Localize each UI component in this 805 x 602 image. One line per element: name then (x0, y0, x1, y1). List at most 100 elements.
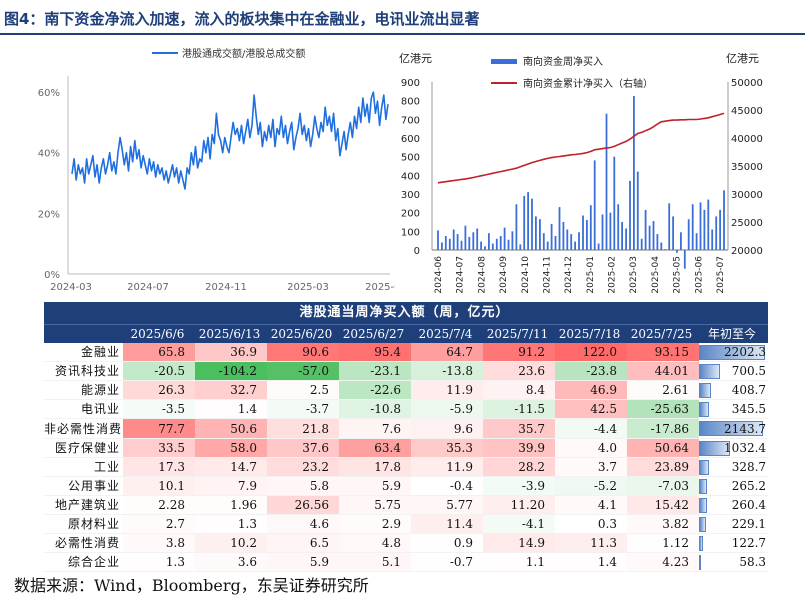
weekly-net-buy-bar (676, 250, 678, 253)
table-cell: 17.3 (123, 457, 195, 477)
table-cell: 6.5 (267, 533, 339, 553)
table-cell: 0.3 (555, 514, 627, 534)
weekly-net-buy-bar (613, 156, 616, 250)
table-row: 非必需性消费 77.7 50.6 21.8 7.6 9.6 35.7 -4.4 -17.86 21… (44, 418, 769, 439)
x-tick-label: 2024-07 (456, 256, 466, 294)
weekly-net-buy-bar (687, 219, 690, 250)
weekly-net-buy-bar (644, 209, 647, 250)
weekly-net-buy-bar (699, 202, 702, 250)
table-cell: 1.12 (627, 533, 699, 553)
ytd-cell: 1032.4 (699, 438, 768, 457)
table-cell: 8.4 (483, 380, 555, 400)
weekly-net-buy-bar (695, 233, 698, 250)
table-cell: -4.1 (483, 514, 555, 534)
weekly-net-buy-bar (456, 234, 459, 250)
weekly-net-buy-bar (617, 204, 620, 250)
weekly-net-buy-bar (707, 199, 710, 250)
weekly-net-buy-bar (723, 190, 725, 250)
weekly-net-buy-bar (703, 209, 706, 250)
left-tick-label: 600 (401, 134, 420, 145)
x-tick-label: 2025-03 (287, 282, 329, 293)
ytd-cell: 408.7 (699, 381, 768, 400)
left-tick-label: 0 (414, 246, 420, 257)
table-cell: 1.3 (123, 552, 195, 572)
weekly-net-buy-bar (499, 236, 502, 250)
table-cell: 1.3 (195, 514, 267, 534)
x-tick-label: 2024-03 (50, 282, 92, 293)
source-note: 数据来源：Wind，Bloomberg，东吴证券研究所 (14, 576, 369, 595)
weekly-net-buy-bar (609, 212, 612, 250)
weekly-net-buy-bar (664, 249, 667, 250)
table-cell: 5.8 (267, 476, 339, 496)
table-cell: 11.20 (483, 495, 555, 515)
table-cell: 26.3 (123, 380, 195, 400)
table-cell: -22.6 (339, 380, 411, 400)
table-cell: -17.86 (627, 418, 699, 439)
x-tick-label: 2025-01 (586, 256, 596, 294)
row-label: 综合企业 (67, 555, 120, 570)
weekly-net-buy-bar (672, 216, 674, 250)
weekly-net-buy-bar (448, 238, 451, 250)
table-cell: -0.4 (411, 476, 483, 496)
table-cell: 2.28 (123, 495, 195, 515)
weekly-net-buy-bar (507, 239, 510, 250)
table-cell: 11.9 (411, 380, 483, 400)
legend-label: 港股通成交额/港股总成交额 (182, 47, 305, 60)
table-row: 医疗保健业 33.5 58.0 37.6 63.4 35.3 39.9 4.0 50.64 103… (44, 438, 769, 458)
x-tick-label: 2024-11 (543, 256, 553, 294)
table-cell: 5.9 (267, 552, 339, 572)
ytd-value: 229.1 (731, 516, 767, 531)
ytd-data-bar (699, 536, 703, 552)
weekly-net-buy-bar (715, 216, 718, 250)
table-cell: -25.63 (627, 399, 699, 419)
weekly-net-buy-bar (625, 228, 627, 250)
table-cell: 32.7 (195, 380, 267, 400)
ytd-value: 122.7 (731, 536, 767, 551)
x-tick-label: 2024-10 (521, 256, 531, 294)
x-tick-label: 2024-09 (499, 256, 509, 294)
table-cell: 14.9 (483, 533, 555, 553)
ytd-data-bar (699, 459, 709, 475)
table-cell: 4.8 (339, 533, 411, 553)
weekly-net-buy-bar (566, 229, 569, 250)
right-tick-label: 50000 (731, 78, 763, 89)
ytd-data-bar (699, 497, 707, 513)
table-cell: 1.96 (195, 495, 267, 515)
table-row: 公用事业 10.1 7.9 5.8 5.9 -0.4 -3.9 -5.2 -7.03 265.2 (44, 476, 769, 496)
weekly-net-buy-bar (523, 195, 526, 250)
row-label: 原材料业 (67, 516, 120, 531)
table-row: 必需性消费 3.8 10.2 6.5 4.8 0.9 14.9 11.3 1.12 122.7 (44, 533, 769, 553)
weekly-net-buy-bar (495, 238, 498, 250)
table-cell: -3.7 (267, 399, 339, 419)
weekly-net-buy-bar (491, 243, 494, 250)
table-cell: -23.8 (555, 361, 627, 381)
ytd-data-bar (699, 421, 764, 437)
table-cell: 5.77 (411, 495, 483, 515)
table-row: 资讯科技业 -20.5 -104.2 -57.0 -23.1 -13.8 23.6 -23.8… (44, 361, 769, 381)
table-cell: 91.2 (483, 343, 555, 362)
right-tick-label: 20000 (731, 246, 763, 257)
table-cell: 7.9 (195, 476, 267, 496)
ytd-data-bar (699, 364, 720, 380)
x-tick-label: 2024-12 (564, 256, 574, 294)
ytd-cell: 2143.7 (699, 419, 768, 438)
ytd-data-bar (699, 383, 712, 399)
weekly-net-buy-bar (593, 160, 596, 250)
right-tick-label: 35000 (731, 162, 763, 173)
row-label: 必需性消费 (54, 536, 120, 551)
table-cell: 93.15 (627, 343, 699, 362)
x-tick-label: 2024-11 (205, 282, 247, 293)
table-cell: 50.64 (627, 438, 699, 458)
table-cell: -0.7 (411, 552, 483, 572)
table-cell: 35.3 (411, 438, 483, 458)
table-cell: 0.9 (411, 533, 483, 553)
table-cell: -11.5 (483, 399, 555, 419)
row-label: 非必需性消费 (44, 421, 123, 436)
table-cell: 23.89 (627, 457, 699, 477)
title-divider (0, 33, 805, 35)
ytd-data-bar (699, 478, 707, 494)
table-row: 综合企业 1.3 3.6 5.9 5.1 -0.7 1.1 1.4 4.23 58.3 (44, 552, 769, 572)
table-cell: -10.8 (339, 399, 411, 419)
ytd-cell: 260.4 (699, 495, 768, 514)
